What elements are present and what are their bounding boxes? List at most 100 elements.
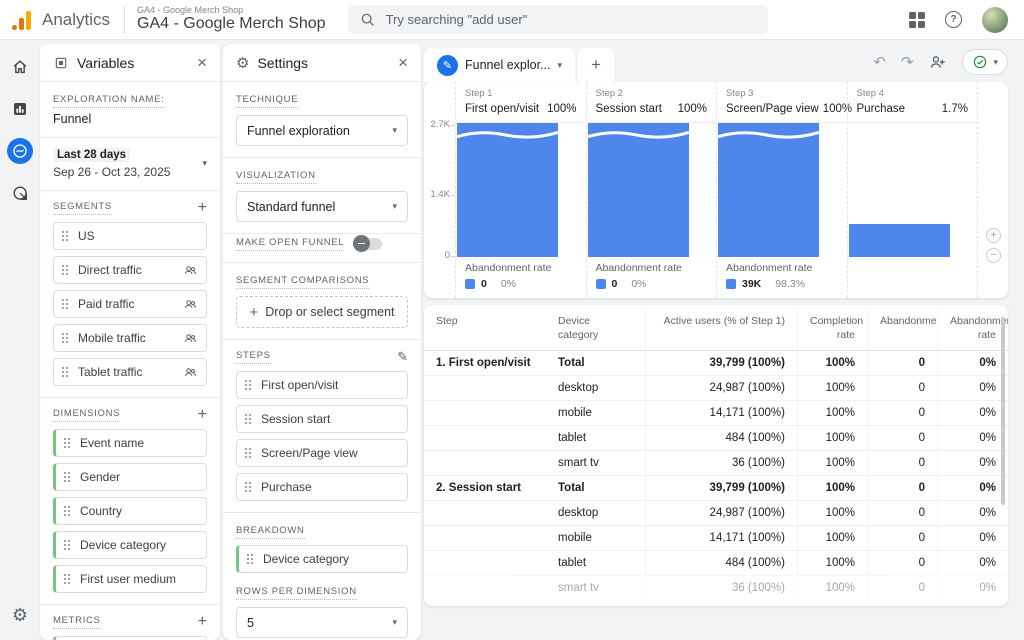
funnel-step-name-row: Session start100% <box>596 103 708 115</box>
segment-chip[interactable]: Direct traffic <box>53 256 207 284</box>
table-cell <box>424 451 546 475</box>
share-user-icon[interactable] <box>928 53 947 72</box>
drag-handle-icon <box>64 506 71 516</box>
saved-status-button[interactable]: ▾ <box>962 49 1008 75</box>
segment-chip[interactable]: Tablet traffic <box>53 358 207 386</box>
drag-handle-icon <box>62 265 69 275</box>
funnel-step-chip[interactable]: Screen/Page view <box>236 439 408 467</box>
dimension-chip[interactable]: Event name <box>53 429 207 457</box>
column-header[interactable]: Abandonment rate <box>937 309 1008 350</box>
drag-handle-icon <box>62 367 69 377</box>
people-icon[interactable] <box>183 365 198 380</box>
analytics-logo[interactable]: Analytics <box>0 10 110 30</box>
property-selector[interactable]: GA4 - Google Merch Shop GA4 - Google Mer… <box>137 5 326 34</box>
rows-per-dimension-select[interactable]: 5 ▾ <box>236 607 408 638</box>
chevron-down-icon: ▾ <box>557 60 562 71</box>
dimension-chip[interactable]: Gender <box>53 463 207 491</box>
funnel-bar[interactable] <box>849 224 950 258</box>
segment-chip[interactable]: US <box>53 222 207 250</box>
segment-chip[interactable]: Paid traffic <box>53 290 207 318</box>
table-cell: 100% <box>797 551 867 575</box>
visualization-select[interactable]: Standard funnel ▾ <box>236 191 408 222</box>
close-icon[interactable]: × <box>398 54 408 71</box>
table-cell: 0% <box>937 476 1008 500</box>
tab-funnel-exploration[interactable]: ✎ Funnel explor... ▾ <box>424 48 575 82</box>
add-dimension-button[interactable]: + <box>198 407 207 423</box>
abandonment-rate: 0% <box>501 278 516 290</box>
table-row[interactable]: desktop24,987 (100%)100%00% <box>424 500 1008 525</box>
funnel-step-chip[interactable]: Purchase <box>236 473 408 501</box>
funnel-step-name-row: Screen/Page view100% <box>726 103 838 115</box>
segments-section: SEGMENTS + USDirect trafficPaid trafficM… <box>40 191 220 398</box>
funnel-step-name: First open/visit <box>465 103 539 115</box>
close-icon[interactable]: × <box>197 54 207 71</box>
drag-handle-icon <box>62 333 69 343</box>
dimension-chip[interactable]: Country <box>53 497 207 525</box>
legend-square-icon <box>596 279 606 289</box>
table-row[interactable]: 2. Session startTotal39,799 (100%)100%00… <box>424 475 1008 500</box>
dimension-chip[interactable]: Device category <box>53 531 207 559</box>
exploration-name-section: EXPLORATION NAME: Funnel <box>40 82 220 138</box>
admin-gear-icon[interactable]: ⚙ <box>7 602 33 628</box>
add-metric-button[interactable]: + <box>198 614 207 630</box>
table-row[interactable]: tablet484 (100%)100%00% <box>424 425 1008 450</box>
funnel-column: Step 1First open/visit100%Abandonment ra… <box>455 82 586 298</box>
table-row[interactable]: mobile14,171 (100%)100%00% <box>424 400 1008 425</box>
zoom-out-icon[interactable]: − <box>986 248 1001 263</box>
people-icon[interactable] <box>183 297 198 312</box>
add-segment-button[interactable]: + <box>198 200 207 216</box>
make-open-funnel-toggle[interactable] <box>354 238 382 250</box>
funnel-table-card: StepDevice categoryActive users (% of St… <box>424 305 1008 606</box>
zoom-in-icon[interactable]: + <box>986 228 1001 243</box>
segment-chip[interactable]: Mobile traffic <box>53 324 207 352</box>
funnel-step-chip[interactable]: Session start <box>236 405 408 433</box>
dimension-chip[interactable]: First user medium <box>53 565 207 593</box>
home-icon[interactable] <box>7 54 33 80</box>
abandonment-label: Abandonment rate <box>465 262 577 274</box>
date-range-selector[interactable]: Last 28 days Sep 26 - Oct 23, 2025 ▾ <box>40 138 220 191</box>
table-scrollbar[interactable] <box>1001 317 1005 505</box>
people-icon[interactable] <box>183 263 198 278</box>
advertising-icon[interactable] <box>7 180 33 206</box>
avatar[interactable] <box>982 7 1008 33</box>
exploration-name-value[interactable]: Funnel <box>53 112 207 126</box>
funnel-step-chip[interactable]: First open/visit <box>236 371 408 399</box>
abandonment-value: 39K <box>742 278 761 290</box>
table-cell: 0 <box>867 501 937 525</box>
undo-icon[interactable]: ↶ <box>873 53 886 71</box>
column-header[interactable]: Completion rate <box>797 309 867 350</box>
people-icon[interactable] <box>183 331 198 346</box>
table-cell: Total <box>546 476 645 500</box>
table-cell: desktop <box>546 376 645 400</box>
steps-label: STEPS <box>236 350 271 364</box>
table-row[interactable]: smart tv36 (100%)100%00% <box>424 450 1008 475</box>
breakdown-chip[interactable]: Device category <box>236 545 408 573</box>
table-cell: 39,799 (100%) <box>645 351 797 375</box>
funnel-bar[interactable] <box>718 123 819 257</box>
explore-icon[interactable] <box>7 138 33 164</box>
chip-label: Session start <box>261 412 330 426</box>
table-cell: 484 (100%) <box>645 551 797 575</box>
chip-label: Device category <box>80 538 166 552</box>
table-row[interactable]: desktop24,987 (100%)100%00% <box>424 375 1008 400</box>
help-icon[interactable]: ? <box>945 11 962 28</box>
table-row[interactable]: tablet484 (100%)100%00% <box>424 550 1008 575</box>
edit-steps-icon[interactable]: ✎ <box>397 349 408 365</box>
funnel-bar[interactable] <box>457 123 558 257</box>
technique-select[interactable]: Funnel exploration ▾ <box>236 115 408 146</box>
funnel-bar[interactable] <box>588 123 689 257</box>
search-bar[interactable]: Try searching "add user" <box>348 5 768 34</box>
apps-grid-icon[interactable] <box>909 12 925 28</box>
column-header[interactable]: Abandonmen... <box>867 309 937 350</box>
reports-icon[interactable] <box>7 96 33 122</box>
column-header[interactable]: Device category <box>546 309 645 350</box>
drop-segment-target[interactable]: + Drop or select segment <box>236 296 408 328</box>
table-row[interactable]: smart tv36 (100%)100%00% <box>424 575 1008 600</box>
metric-chip[interactable]: Active users <box>53 636 207 640</box>
add-tab-button[interactable]: + <box>578 48 614 82</box>
column-header[interactable]: Active users (% of Step 1) <box>645 309 797 350</box>
table-row[interactable]: 1. First open/visitTotal39,799 (100%)100… <box>424 350 1008 375</box>
column-header[interactable]: Step <box>424 309 546 350</box>
redo-icon[interactable]: ↷ <box>901 53 914 71</box>
table-row[interactable]: mobile14,171 (100%)100%00% <box>424 525 1008 550</box>
